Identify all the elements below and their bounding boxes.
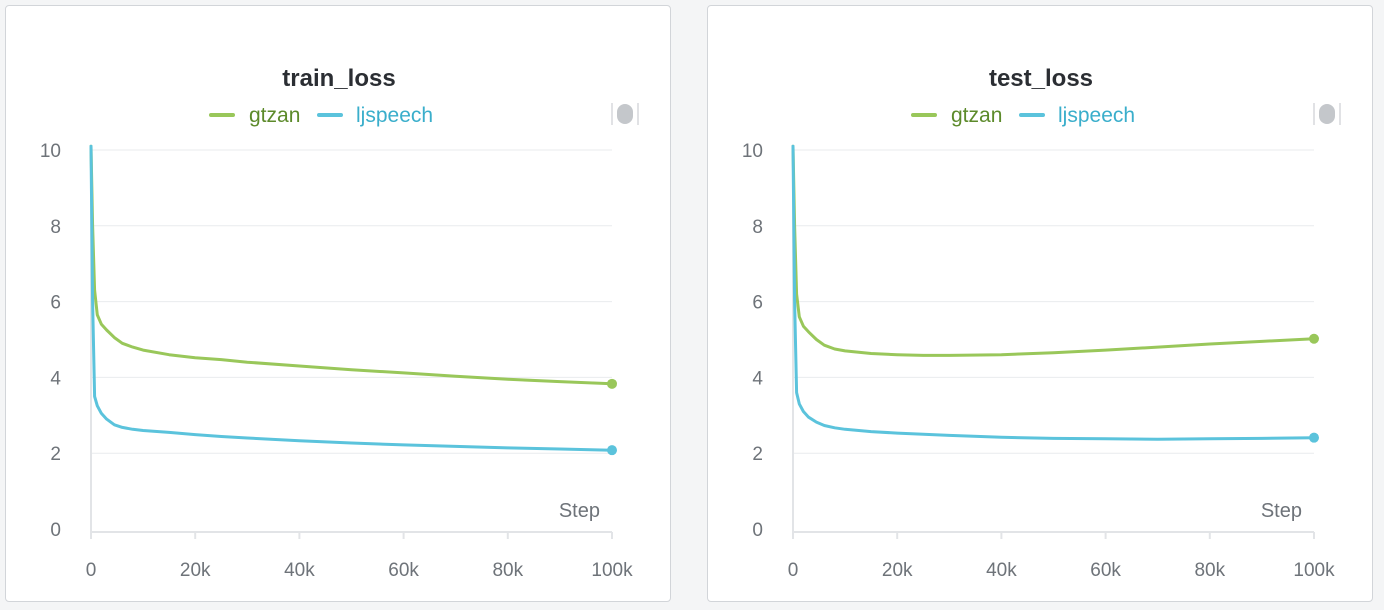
series-line-ljspeech[interactable] xyxy=(791,144,1316,441)
series-end-point-ljspeech[interactable] xyxy=(1309,432,1319,443)
x-axis-title: Step xyxy=(1261,500,1302,522)
series-line-gtzan[interactable] xyxy=(791,144,1316,357)
x-tick-label: 80k xyxy=(1194,560,1225,581)
y-tick-label: 0 xyxy=(50,520,61,541)
legend-scroll-toggle[interactable] xyxy=(611,103,639,125)
x-axis-title: Step xyxy=(559,500,600,522)
y-tick-label: 2 xyxy=(50,444,61,465)
y-tick-label: 4 xyxy=(752,368,763,389)
y-tick-label: 8 xyxy=(50,217,61,238)
series-end-point-gtzan[interactable] xyxy=(1309,333,1319,344)
y-tick-label: 4 xyxy=(50,368,61,389)
x-tick-label: 0 xyxy=(86,560,97,581)
x-tick-label: 80k xyxy=(492,560,523,581)
x-tick-label: 60k xyxy=(1090,560,1121,581)
series-end-point-gtzan[interactable] xyxy=(607,378,617,389)
legend-label: gtzan xyxy=(249,104,300,127)
legend-item-gtzan[interactable]: gtzan xyxy=(911,104,1002,127)
y-tick-label: 2 xyxy=(752,444,763,465)
legend-label: gtzan xyxy=(951,104,1002,127)
legend-label: ljspeech xyxy=(1058,104,1135,127)
legend-scroll-toggle[interactable] xyxy=(1313,103,1341,125)
y-tick-label: 6 xyxy=(50,293,61,314)
series-end-point-ljspeech[interactable] xyxy=(607,445,617,456)
x-tick-label: 100k xyxy=(591,560,633,581)
legend-item-ljspeech[interactable]: ljspeech xyxy=(317,104,433,127)
y-tick-label: 10 xyxy=(742,141,763,162)
x-tick-label: 60k xyxy=(388,560,419,581)
x-tick-label: 40k xyxy=(986,560,1017,581)
chart-title: train_loss xyxy=(282,65,395,92)
x-tick-label: 100k xyxy=(1293,560,1335,581)
y-tick-label: 6 xyxy=(752,293,763,314)
series-line-ljspeech[interactable] xyxy=(89,144,614,452)
legend-label: ljspeech xyxy=(356,104,433,127)
y-tick-label: 0 xyxy=(752,520,763,541)
legend-item-ljspeech[interactable]: ljspeech xyxy=(1019,104,1135,127)
legend-item-gtzan[interactable]: gtzan xyxy=(209,104,300,127)
chart-title: test_loss xyxy=(989,65,1093,92)
x-tick-label: 20k xyxy=(180,560,211,581)
x-tick-label: 0 xyxy=(788,560,799,581)
x-tick-label: 20k xyxy=(882,560,913,581)
series-line-gtzan[interactable] xyxy=(89,144,614,386)
y-tick-label: 10 xyxy=(40,141,61,162)
y-tick-label: 8 xyxy=(752,217,763,238)
x-tick-label: 40k xyxy=(284,560,315,581)
